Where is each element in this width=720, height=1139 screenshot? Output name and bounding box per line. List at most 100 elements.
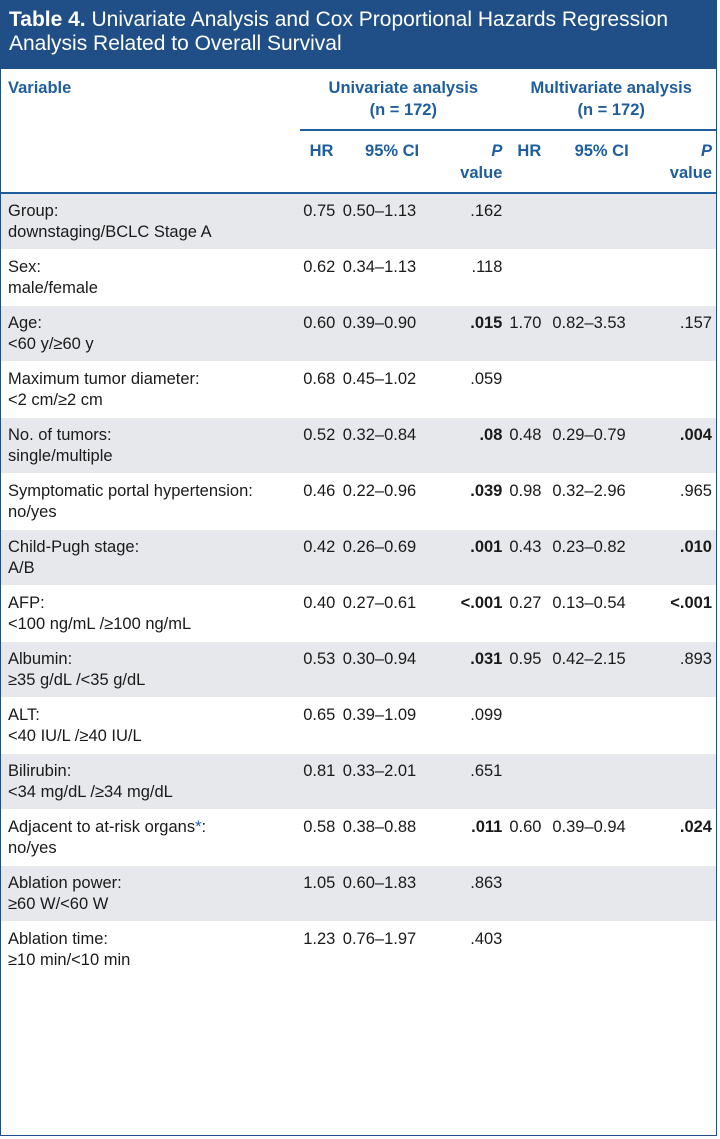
variable-cell: Ablation power: ≥60 W/<60 W: [1, 865, 301, 922]
variable-detail: <60 y/≥60 y: [8, 335, 94, 353]
variable-detail: ≥35 g/dL /<35 g/dL: [8, 671, 146, 689]
table-row: AFP: <100 ng/mL /≥100 ng/mL 0.40 0.27–0.61 <…: [1, 585, 716, 642]
variable-detail: male/female: [8, 279, 98, 297]
data-table: Variable Univariate analysis (n = 172) M…: [1, 69, 716, 977]
variable-name: Ablation power:: [8, 874, 122, 892]
variable-cell: Symptomatic portal hypertension: no/yes: [1, 473, 301, 530]
multivariate-hr: [506, 697, 553, 754]
univariate-p: .011: [441, 809, 507, 866]
multivariate-hr: 0.98: [506, 473, 553, 530]
univariate-p: .099: [441, 697, 507, 754]
multivariate-hr: [506, 249, 553, 306]
univariate-hr: 0.58: [300, 809, 343, 866]
multivariate-ci: 0.82–3.53: [552, 305, 651, 362]
multivariate-hr: 0.48: [506, 417, 553, 474]
multivariate-p: .004: [650, 417, 716, 474]
univariate-ci: 0.33–2.01: [342, 753, 442, 810]
table-body: Group: downstaging/BCLC Stage A 0.75 0.50–1…: [1, 192, 716, 977]
blank-header-cell: [1, 130, 301, 194]
multivariate-hr: 0.60: [506, 809, 553, 866]
footnote-marker: *: [195, 818, 202, 836]
table-row: ALT: <40 IU/L /≥40 IU/L 0.65 0.39–1.09.099: [1, 697, 716, 754]
univariate-header: Univariate analysis (n = 172): [300, 69, 507, 131]
variable-name: Symptomatic portal hypertension:: [8, 482, 253, 500]
variable-name: Bilirubin:: [8, 762, 72, 780]
multivariate-p: [650, 697, 716, 754]
variable-detail: A/B: [8, 559, 35, 577]
multivariate-ci: [552, 865, 651, 922]
table-row: Child-Pugh stage: A/B 0.42 0.26–0.69.001 0.4…: [1, 529, 716, 586]
multivariate-hr: 0.95: [506, 641, 553, 698]
univariate-ci: 0.50–1.13: [342, 192, 442, 250]
multivariate-hr: [506, 753, 553, 810]
variable-name: Sex:: [8, 258, 42, 276]
variable-cell: Group: downstaging/BCLC Stage A: [1, 192, 301, 250]
table-row: Bilirubin: <34 mg/dL /≥34 mg/dL 0.81 0.33–2…: [1, 753, 716, 810]
table-title: Table 4. Univariate Analysis and Cox Pro…: [1, 1, 716, 69]
multivariate-hr: 0.27: [506, 585, 553, 642]
multivariate-ci: [552, 192, 651, 250]
table-row: Ablation power: ≥60 W/<60 W 1.05 0.60–1.83.…: [1, 865, 716, 922]
variable-name: ALT:: [8, 706, 40, 724]
variable-detail: no/yes: [8, 839, 57, 857]
multivariate-p: .965: [650, 473, 716, 530]
table-row: Age: <60 y/≥60 y 0.60 0.39–0.90.015 1.70 0.82…: [1, 305, 716, 362]
multivariate-ci: [552, 361, 651, 418]
table-row: Albumin: ≥35 g/dL /<35 g/dL 0.53 0.30–0.94.…: [1, 641, 716, 698]
variable-detail: no/yes: [8, 503, 57, 521]
ci-header-univariate: 95% CI: [342, 130, 442, 194]
variable-cell: Maximum tumor diameter: <2 cm/≥2 cm: [1, 361, 301, 418]
univariate-p: .059: [441, 361, 507, 418]
variable-header: Variable: [8, 79, 72, 97]
multivariate-p: .024: [650, 809, 716, 866]
variable-name: Child-Pugh stage:: [8, 538, 140, 556]
multivariate-ci: [552, 249, 651, 306]
ci-header-multivariate: 95% CI: [552, 130, 651, 194]
multivariate-ci: 0.39–0.94: [552, 809, 651, 866]
univariate-ci: 0.22–0.96: [342, 473, 442, 530]
variable-name: No. of tumors:: [8, 426, 112, 444]
univariate-hr: 0.53: [300, 641, 343, 698]
variable-name: Maximum tumor diameter:: [8, 370, 200, 388]
variable-name: Ablation time:: [8, 930, 108, 948]
multivariate-p: [650, 921, 716, 977]
hr-header-multivariate: HR: [506, 130, 553, 194]
variable-cell: ALT: <40 IU/L /≥40 IU/L: [1, 697, 301, 754]
p-header-multivariate: P value: [650, 130, 716, 194]
multivariate-p: [650, 865, 716, 922]
univariate-p: .651: [441, 753, 507, 810]
multivariate-hr: [506, 921, 553, 977]
multivariate-hr: 1.70: [506, 305, 553, 362]
univariate-ci: 0.39–1.09: [342, 697, 442, 754]
univariate-hr: 1.23: [300, 921, 343, 977]
univariate-hr: 1.05: [300, 865, 343, 922]
multivariate-ci: [552, 697, 651, 754]
multivariate-n: (n = 172): [577, 101, 645, 119]
variable-name: Albumin:: [8, 650, 73, 668]
variable-cell: Adjacent to at-risk organs*: no/yes: [1, 809, 301, 866]
variable-detail: <34 mg/dL /≥34 mg/dL: [8, 783, 173, 801]
multivariate-hr: [506, 192, 553, 250]
multivariate-ci: [552, 753, 651, 810]
table-caption: Univariate Analysis and Cox Proportional…: [9, 8, 669, 55]
variable-detail: <40 IU/L /≥40 IU/L: [8, 727, 142, 745]
multivariate-ci: 0.32–2.96: [552, 473, 651, 530]
table-number: Table 4.: [9, 8, 86, 31]
table-row: No. of tumors: single/multiple 0.52 0.32–0.…: [1, 417, 716, 474]
univariate-p: .863: [441, 865, 507, 922]
univariate-p: .162: [441, 192, 507, 250]
univariate-ci: 0.30–0.94: [342, 641, 442, 698]
variable-name: Adjacent to at-risk organs*:: [8, 818, 207, 836]
variable-cell: Ablation time: ≥10 min/<10 min: [1, 921, 301, 977]
variable-cell: Age: <60 y/≥60 y: [1, 305, 301, 362]
univariate-hr: 0.62: [300, 249, 343, 306]
variable-cell: Child-Pugh stage: A/B: [1, 529, 301, 586]
univariate-ci: 0.32–0.84: [342, 417, 442, 474]
univariate-ci: 0.26–0.69: [342, 529, 442, 586]
univariate-hr: 0.75: [300, 192, 343, 250]
multivariate-hr: 0.43: [506, 529, 553, 586]
table-row: Group: downstaging/BCLC Stage A 0.75 0.50–1…: [1, 192, 716, 250]
univariate-n: (n = 172): [369, 101, 437, 119]
table-row: Ablation time: ≥10 min/<10 min 1.23 0.76–1.…: [1, 921, 716, 977]
variable-name: Group:: [8, 202, 59, 220]
